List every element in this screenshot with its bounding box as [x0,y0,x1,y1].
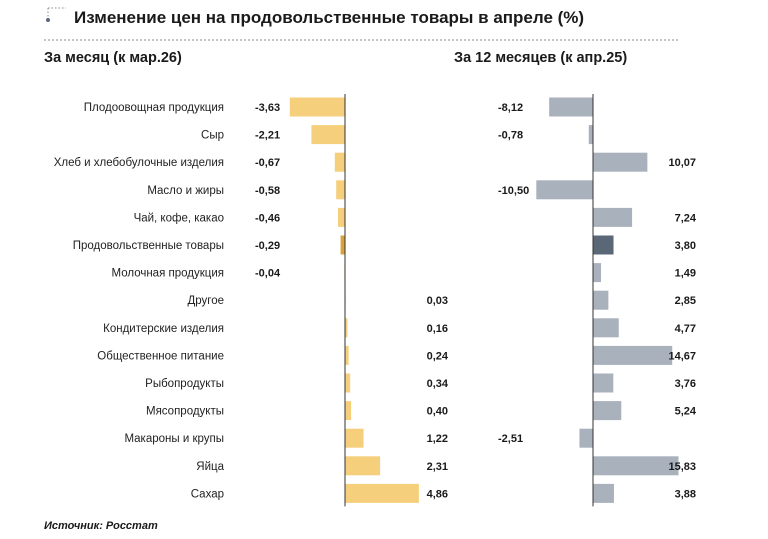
year-value-label: 3,76 [675,378,696,390]
category-label: Масло и жиры [147,185,224,197]
month-bar [340,235,345,255]
month-panel-title: За месяц (к мар.26) [44,50,182,66]
year-value-label: -2,51 [498,433,523,445]
year-bar [593,483,614,503]
category-label: Сыр [201,130,224,142]
category-label: Рыбопродукты [145,378,224,390]
category-label: Другое [187,295,224,307]
chart-title-block: Изменение цен на продовольственные товар… [44,6,680,42]
year-value-label: 3,88 [675,488,696,500]
category-label: Кондитерские изделия [103,323,224,335]
month-value-label: 0,34 [427,378,449,390]
year-bar [579,428,593,448]
year-value-label: 15,83 [668,461,696,473]
year-bar [593,373,614,393]
month-bar [345,373,351,393]
category-label: Чай, кофе, какао [134,212,224,224]
year-value-label: 2,85 [675,295,696,307]
year-value-label: -8,12 [498,102,523,114]
month-bar [334,152,345,172]
year-value-label: 10,07 [668,157,696,169]
month-bar [311,125,345,145]
year-bar [593,235,614,255]
category-label: Мясопродукты [146,406,224,418]
year-value-label: 1,49 [675,268,696,280]
category-label: Макароны и крупы [124,433,224,445]
year-value-label: 7,24 [675,212,697,224]
year-value-label: 4,77 [675,323,696,335]
title-marker-icon [46,18,50,22]
year-value-label: 14,67 [668,350,696,362]
month-bar [338,207,345,227]
month-value-label: -0,67 [255,157,280,169]
month-bar [345,401,352,421]
month-bar [345,428,364,448]
category-label: Продовольственные товары [73,240,224,252]
month-bar [345,456,381,476]
category-label: Сахар [191,488,224,500]
year-bar [588,125,593,145]
year-value-label: -0,78 [498,130,523,142]
month-value-label: 0,03 [427,295,448,307]
year-bar [593,290,609,310]
month-bar [345,345,349,365]
month-value-label: -0,46 [255,212,280,224]
category-label: Хлеб и хлебобулочные изделия [54,157,224,169]
year-value-label: 5,24 [675,406,697,418]
year-bar [593,401,622,421]
year-bar [536,180,593,200]
month-value-label: 4,86 [427,488,448,500]
year-panel-title: За 12 месяцев (к апр.25) [454,50,628,66]
year-value-label: -10,50 [498,185,529,197]
chart-title: Изменение цен на продовольственные товар… [74,8,585,27]
category-label: Плодоовощная продукция [84,102,224,114]
month-value-label: -0,58 [255,185,280,197]
month-value-label: -0,29 [255,240,280,252]
category-label: Яйца [196,461,224,473]
month-value-label: 1,22 [427,433,448,445]
month-value-label: -0,04 [255,268,281,280]
year-bar [593,207,633,227]
month-value-label: -2,21 [255,130,280,142]
month-bar [345,483,419,503]
source-note: Источник: Росстат [44,520,158,532]
month-bar [336,180,345,200]
category-label: Общественное питание [97,350,224,362]
year-bar [593,318,619,338]
month-bar [345,318,348,338]
month-bar [289,97,345,117]
month-value-label: 0,40 [427,406,448,418]
title-decoration [44,7,678,41]
year-bar [593,263,602,283]
month-value-label: 2,31 [427,461,448,473]
month-value-label: 0,16 [427,323,448,335]
category-label: Молочная продукция [112,268,225,280]
year-bar [549,97,593,117]
month-value-label: 0,24 [427,350,449,362]
year-bar [593,456,679,476]
year-value-label: 3,80 [675,240,696,252]
year-bar [593,345,673,365]
month-value-label: -3,63 [255,102,280,114]
year-bar [593,152,648,172]
